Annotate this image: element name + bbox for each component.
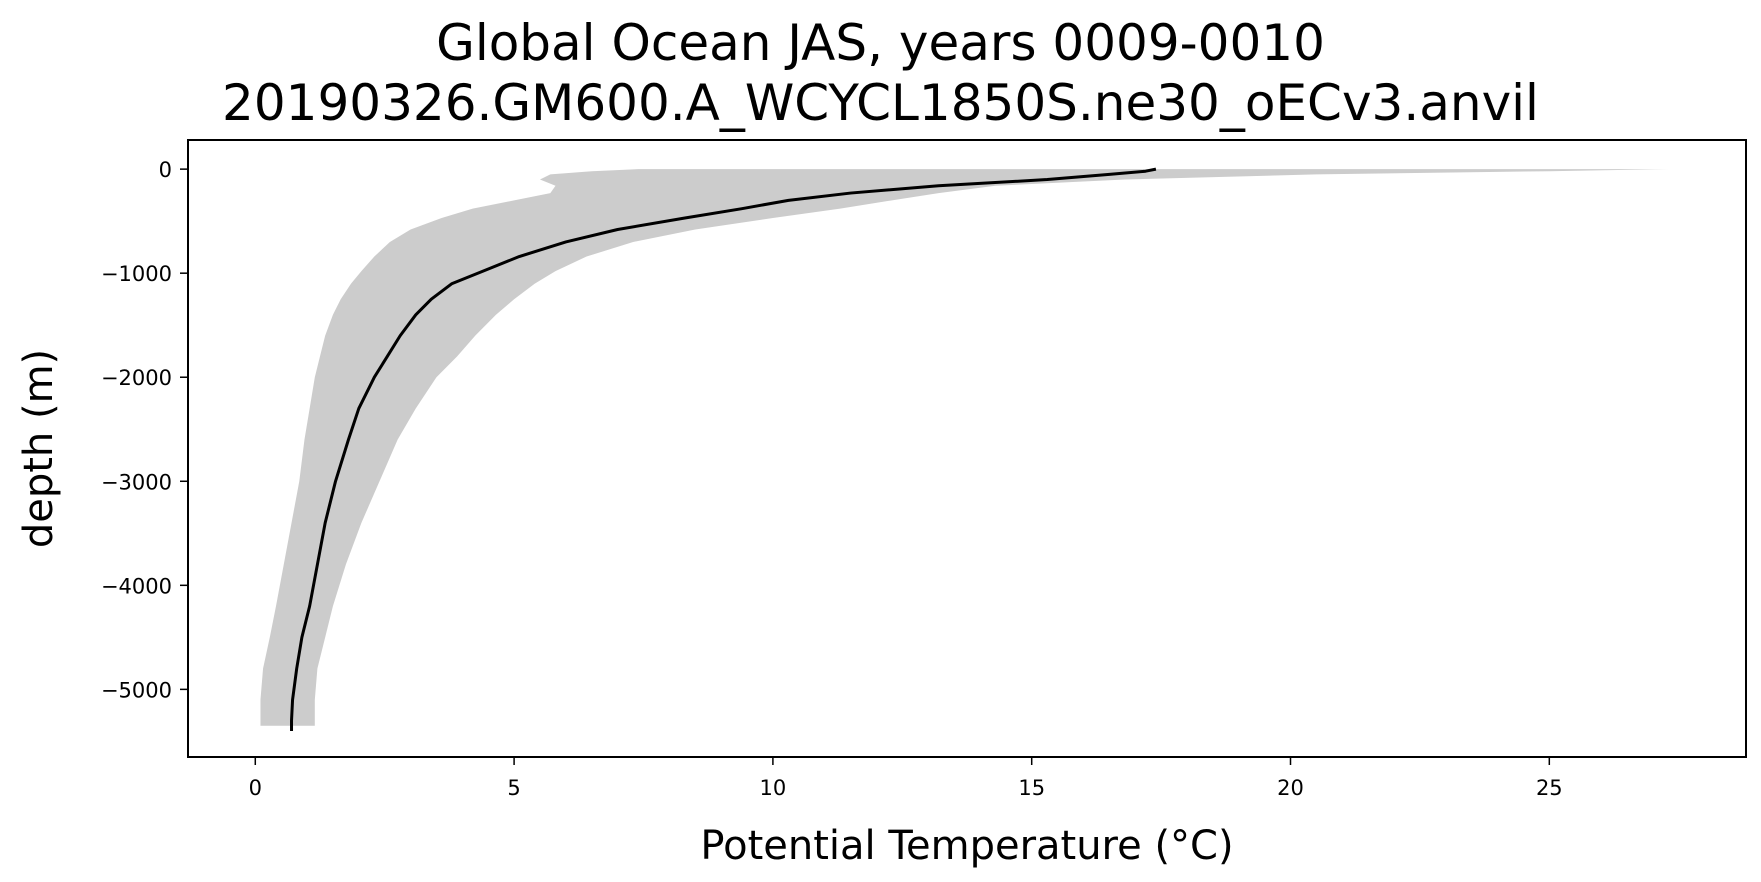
x-axis-ticks: 0 5 10 15 20 25	[249, 757, 1563, 800]
x-tick-label: 15	[1018, 776, 1045, 800]
y-axis-ticks: 0 −1000 −2000 −3000 −4000 −5000	[101, 158, 188, 702]
y-tick-label: −3000	[101, 470, 172, 494]
range-band-layer	[260, 169, 1669, 726]
mean-line-layer	[290, 167, 1157, 731]
plot-frame	[187, 139, 1747, 758]
y-tick-label: −4000	[101, 574, 172, 598]
x-tick-label: 20	[1277, 776, 1304, 800]
mean-temperature-line	[290, 167, 1157, 731]
x-axis-label: Potential Temperature (°C)	[700, 823, 1233, 869]
x-tick-label: 25	[1536, 776, 1563, 800]
y-tick-label: 0	[159, 158, 172, 182]
chart-title: Global Ocean JAS, years 0009-0010	[436, 14, 1325, 72]
y-tick-label: −5000	[101, 678, 172, 702]
y-axis-label: depth (m)	[16, 349, 62, 548]
range-band	[260, 169, 1669, 726]
chart-subtitle: 20190326.GM600.A_WCYCL1850S.ne30_oECv3.a…	[222, 74, 1539, 132]
y-tick-label: −1000	[101, 262, 172, 286]
y-tick-label: −2000	[101, 366, 172, 390]
x-tick-label: 5	[507, 776, 520, 800]
x-tick-label: 0	[249, 776, 262, 800]
x-tick-label: 10	[760, 776, 787, 800]
